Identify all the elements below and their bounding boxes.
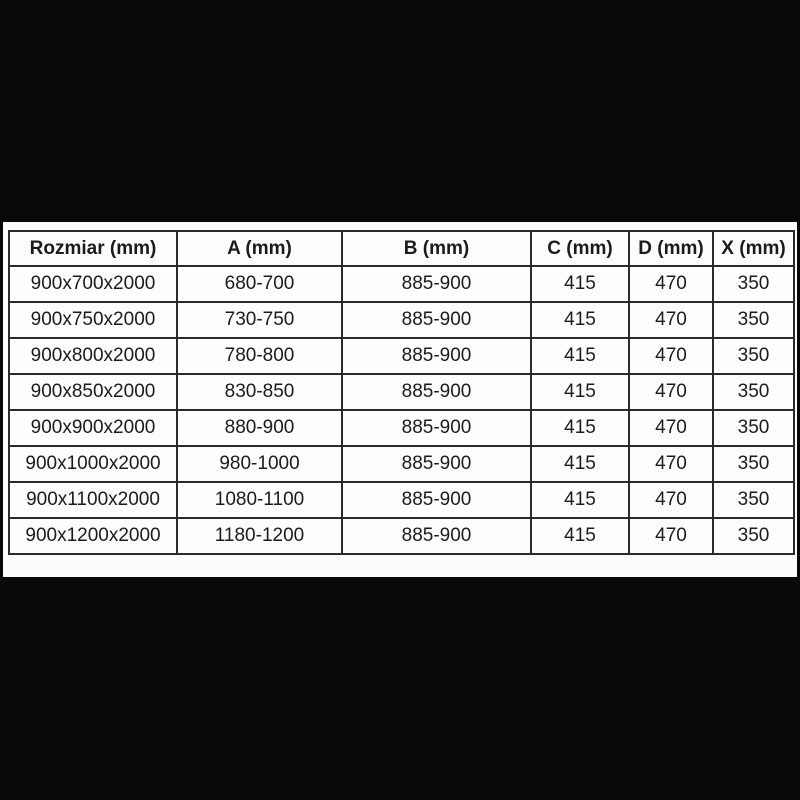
table-body: 900x700x2000 680-700 885-900 415 470 350 900x7…	[8, 265, 795, 555]
table-cell: 350	[712, 265, 795, 303]
column-header: C (mm)	[530, 230, 630, 267]
table-cell: 900x750x2000	[8, 301, 178, 339]
table-cell: 415	[530, 481, 630, 519]
table-cell: 470	[628, 337, 714, 375]
column-header: Rozmiar (mm)	[8, 230, 178, 267]
table-cell: 470	[628, 373, 714, 411]
table-cell: 885-900	[341, 337, 532, 375]
table-cell: 470	[628, 445, 714, 483]
table-cell: 470	[628, 481, 714, 519]
table-row: 900x700x2000 680-700 885-900 415 470 350	[8, 265, 795, 303]
table-cell: 350	[712, 481, 795, 519]
table-cell: 415	[530, 445, 630, 483]
table-cell: 350	[712, 409, 795, 447]
size-spec-table: Rozmiar (mm) A (mm) B (mm) C (mm) D (mm) X (m…	[8, 230, 795, 555]
table-cell: 1180-1200	[176, 517, 343, 555]
table-row: 900x1200x2000 1180-1200 885-900 415 470 350	[8, 517, 795, 555]
table-cell: 880-900	[176, 409, 343, 447]
table-row: 900x1000x2000 980-1000 885-900 415 470 350	[8, 445, 795, 483]
table-cell: 885-900	[341, 517, 532, 555]
table-cell: 885-900	[341, 409, 532, 447]
table-cell: 900x1200x2000	[8, 517, 178, 555]
table-cell: 1080-1100	[176, 481, 343, 519]
table-cell: 730-750	[176, 301, 343, 339]
table-cell: 350	[712, 373, 795, 411]
table-cell: 415	[530, 517, 630, 555]
table-cell: 470	[628, 301, 714, 339]
table-row: 900x750x2000 730-750 885-900 415 470 350	[8, 301, 795, 339]
table-cell: 885-900	[341, 481, 532, 519]
table-cell: 350	[712, 445, 795, 483]
table-cell: 780-800	[176, 337, 343, 375]
table-cell: 350	[712, 301, 795, 339]
table-cell: 680-700	[176, 265, 343, 303]
table-header: Rozmiar (mm) A (mm) B (mm) C (mm) D (mm) X (m…	[8, 230, 795, 267]
header-row: Rozmiar (mm) A (mm) B (mm) C (mm) D (mm) X (m…	[8, 230, 795, 267]
column-header: A (mm)	[176, 230, 343, 267]
table-cell: 885-900	[341, 265, 532, 303]
table-cell: 900x850x2000	[8, 373, 178, 411]
table-row: 900x800x2000 780-800 885-900 415 470 350	[8, 337, 795, 375]
table-cell: 470	[628, 409, 714, 447]
table-cell: 470	[628, 517, 714, 555]
table-cell: 900x1000x2000	[8, 445, 178, 483]
table-cell: 900x800x2000	[8, 337, 178, 375]
table-row: 900x900x2000 880-900 885-900 415 470 350	[8, 409, 795, 447]
table-cell: 415	[530, 265, 630, 303]
table-panel: Rozmiar (mm) A (mm) B (mm) C (mm) D (mm) X (m…	[3, 222, 797, 577]
table-cell: 350	[712, 337, 795, 375]
table-cell: 900x900x2000	[8, 409, 178, 447]
table-cell: 980-1000	[176, 445, 343, 483]
table-cell: 415	[530, 301, 630, 339]
table-cell: 885-900	[341, 301, 532, 339]
table-cell: 900x1100x2000	[8, 481, 178, 519]
table-cell: 470	[628, 265, 714, 303]
column-header: D (mm)	[628, 230, 714, 267]
table-cell: 415	[530, 409, 630, 447]
table-row: 900x850x2000 830-850 885-900 415 470 350	[8, 373, 795, 411]
table-cell: 885-900	[341, 445, 532, 483]
table-cell: 900x700x2000	[8, 265, 178, 303]
table-cell: 415	[530, 373, 630, 411]
table-row: 900x1100x2000 1080-1100 885-900 415 470 350	[8, 481, 795, 519]
table-cell: 885-900	[341, 373, 532, 411]
table-cell: 415	[530, 337, 630, 375]
column-header: B (mm)	[341, 230, 532, 267]
column-header: X (mm)	[712, 230, 795, 267]
table-cell: 830-850	[176, 373, 343, 411]
table-cell: 350	[712, 517, 795, 555]
